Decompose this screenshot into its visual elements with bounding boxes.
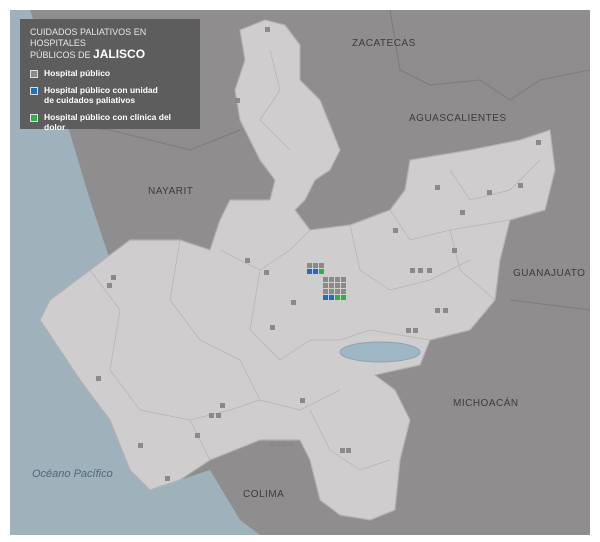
legend-title: CUIDADOS PALIATIVOS EN HOSPITALES PÚBLIC… [30,27,190,61]
hospital-marker-gray [216,413,221,418]
hospital-marker-blue [329,295,334,300]
hospital-marker-gray [264,270,269,275]
hospital-marker-gray [335,283,340,288]
hospital-marker-gray [282,442,287,447]
hospital-marker-gray [335,277,340,282]
hospital-marker-gray [265,27,270,32]
hospital-marker-gray [323,283,328,288]
hospital-marker-gray [96,376,101,381]
hospital-marker-blue [307,269,312,274]
hospital-marker-gray [319,263,324,268]
label-aguascalientes: AGUASCALIENTES [409,113,507,124]
hospital-marker-gray [335,289,340,294]
legend-item-palliative-unit: Hospital público con unidad de cuidados … [30,85,190,105]
hospital-marker-gray [329,289,334,294]
legend-title-line1: CUIDADOS PALIATIVOS EN HOSPITALES [30,27,147,48]
hospital-marker-gray [443,308,448,313]
legend-label: Hospital público con clínica del dolor [44,112,172,132]
ocean [10,10,260,535]
label-michoacan: MICHOACÁN [453,398,519,409]
hospital-marker-gray [165,476,170,481]
hospital-marker-gray [235,98,240,103]
label-colima: COLIMA [243,489,285,500]
hospital-marker-gray [460,210,465,215]
hospital-marker-gray [245,258,250,263]
hospital-marker-gray [406,328,411,333]
hospital-marker-gray [107,283,112,288]
gray-swatch-icon [30,70,38,78]
hospital-marker-gray [138,443,143,448]
hospital-marker-green [319,269,324,274]
hospital-marker-gray [288,442,293,447]
legend-item-public-hospital: Hospital público [30,68,190,78]
hospital-marker-gray [418,268,423,273]
label-zacatecas: ZACATECAS [352,38,416,49]
hospital-marker-gray [323,289,328,294]
hospital-marker-gray [346,448,351,453]
hospital-marker-gray [536,140,541,145]
hospital-marker-blue [323,295,328,300]
legend-item-pain-clinic: Hospital público con clínica del dolor [30,112,190,132]
green-swatch-icon [30,114,38,122]
legend: CUIDADOS PALIATIVOS EN HOSPITALES PÚBLIC… [20,19,200,132]
label-guanajuato: GUANAJUATO [513,268,586,279]
hospital-marker-gray [413,328,418,333]
hospital-marker-green [341,295,346,300]
hospital-marker-gray [329,277,334,282]
legend-title-prefix: PÚBLICOS DE [30,50,94,60]
border-guanajuato-michoacan [509,299,590,311]
lake-chapala [339,341,421,363]
hospital-marker-gray [220,403,225,408]
hospital-marker-gray [300,398,305,403]
legend-title-line2: PÚBLICOS DE JALISCO [30,47,190,61]
border-zacatecas-aguascalientes [389,10,590,101]
hospital-marker-gray [307,263,312,268]
hospital-marker-gray [270,442,275,447]
hospital-marker-gray [323,277,328,282]
hospital-marker-gray [427,268,432,273]
hospital-marker-gray [195,433,200,438]
hospital-marker-gray [341,289,346,294]
hospital-marker-gray [393,228,398,233]
hospital-marker-blue [313,269,318,274]
label-nayarit: NAYARIT [148,186,194,197]
hospital-marker-gray [291,300,296,305]
label-ocean: Océano Pacífico [32,468,113,480]
hospital-marker-gray [341,283,346,288]
hospital-marker-gray [270,325,275,330]
hospital-marker-gray [276,442,281,447]
legend-label: Hospital público [44,68,111,78]
hospital-marker-gray [111,275,116,280]
blue-swatch-icon [30,87,38,95]
legend-title-state: JALISCO [93,47,146,61]
hospital-marker-gray [329,283,334,288]
hospital-marker-gray [435,185,440,190]
jalisco-map [10,10,590,535]
hospital-marker-gray [410,268,415,273]
hospital-markers [96,27,541,481]
hospital-marker-gray [487,190,492,195]
hospital-marker-gray [518,183,523,188]
hospital-marker-green [335,295,340,300]
hospital-marker-gray [435,308,440,313]
hospital-marker-gray [452,248,457,253]
hospital-marker-gray [340,448,345,453]
legend-label: Hospital público con unidad de cuidados … [44,85,158,105]
hospital-marker-gray [313,263,318,268]
hospital-marker-gray [341,277,346,282]
hospital-marker-gray [209,413,214,418]
